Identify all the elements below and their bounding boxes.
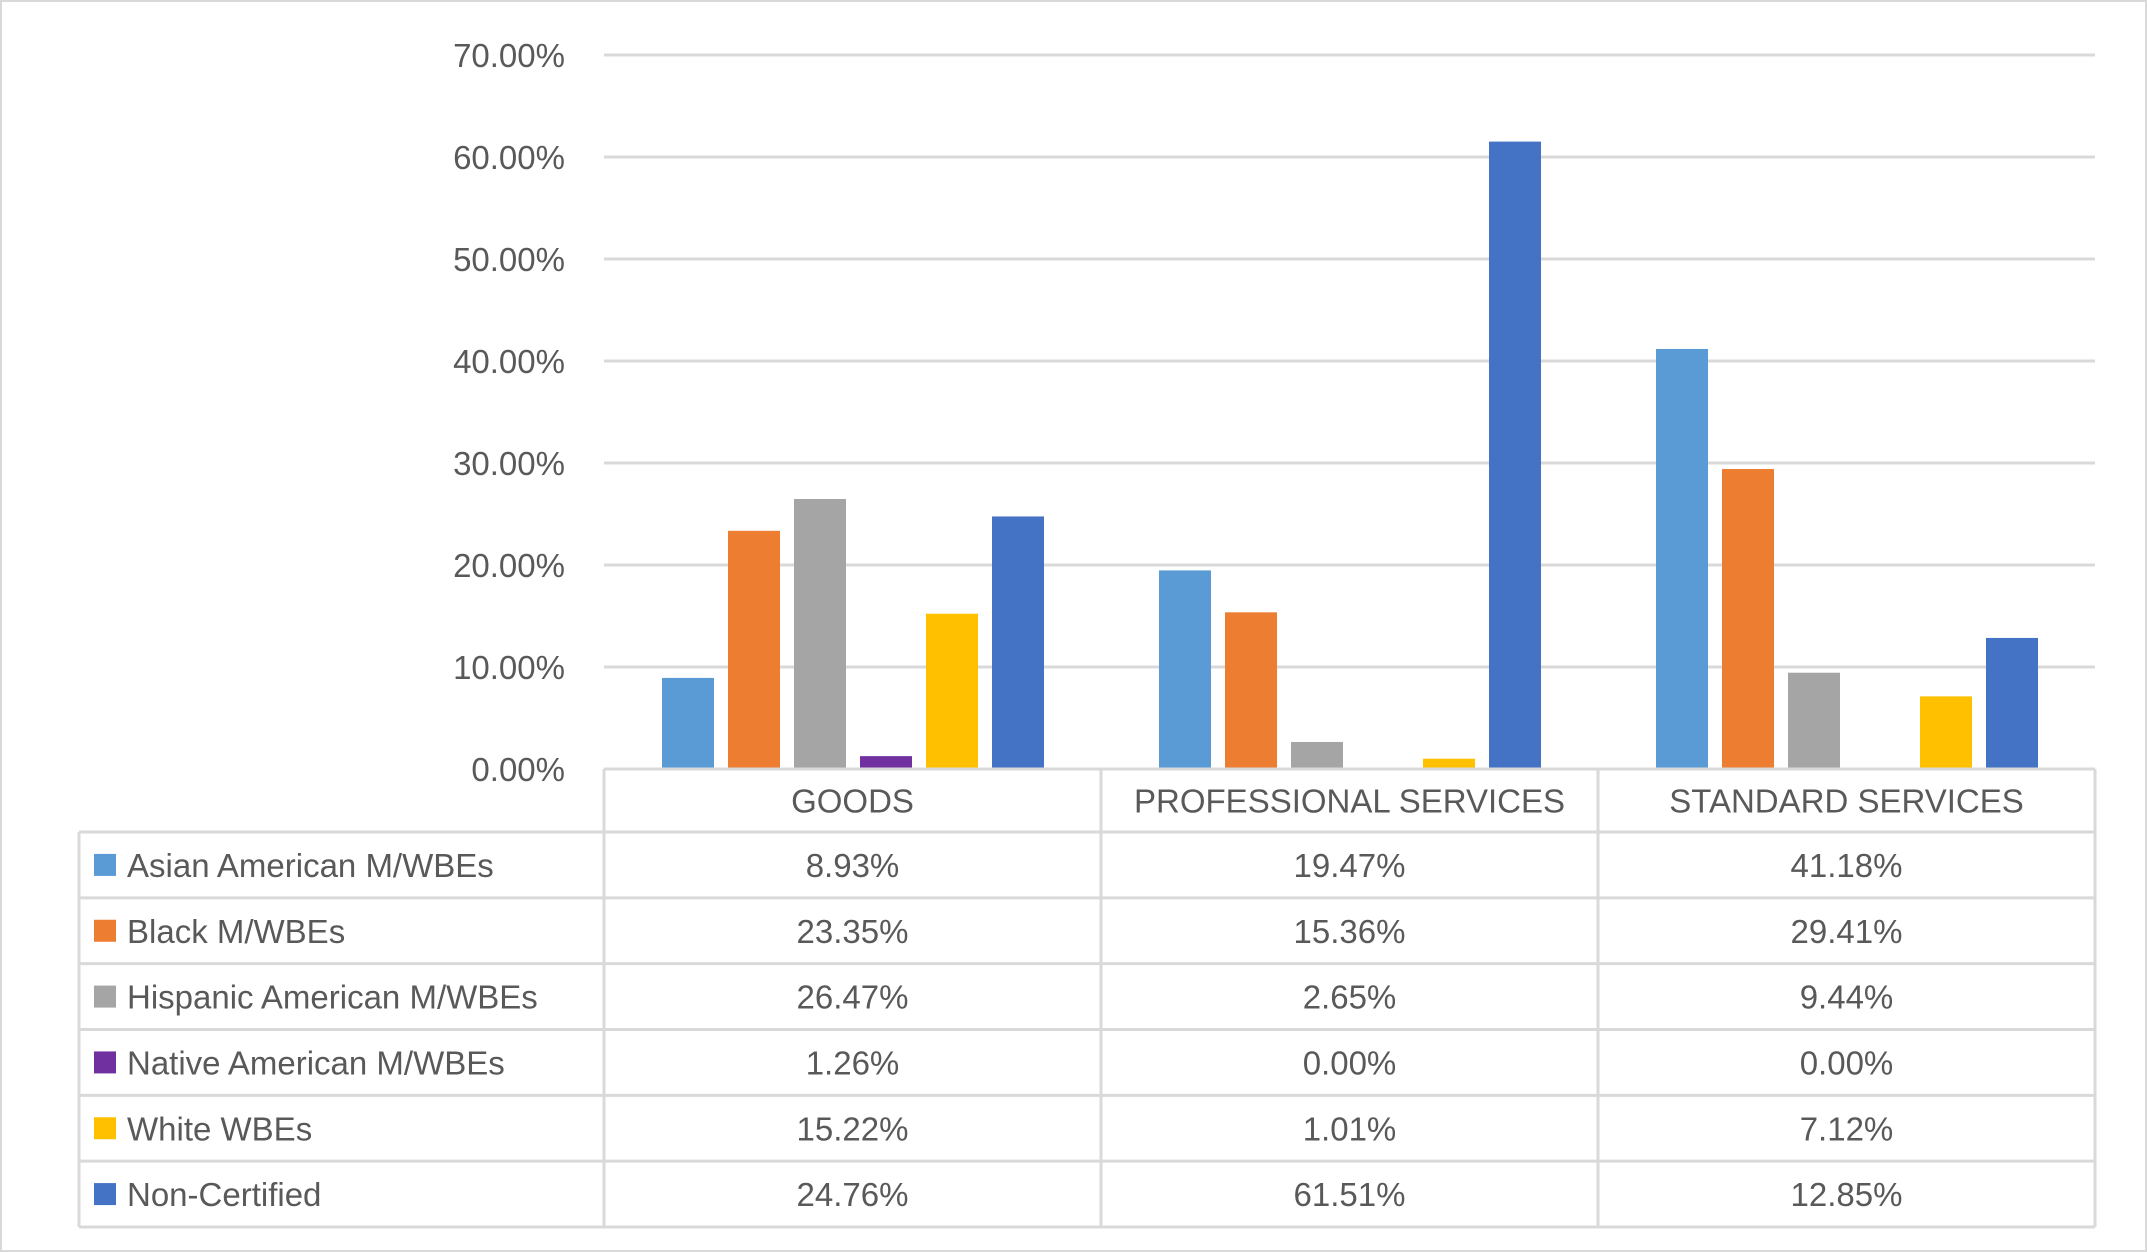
data-label: 24.76% — [797, 1176, 909, 1213]
y-tick-label: 40.00% — [453, 343, 565, 380]
data-label: 23.35% — [797, 913, 909, 950]
bar-black-m-wbes-standard-services — [1722, 469, 1774, 769]
data-label: 29.41% — [1791, 913, 1903, 950]
y-tick-label: 10.00% — [453, 649, 565, 686]
table-row: Black M/WBEs 23.35% 15.36% 29.41% — [94, 913, 1902, 950]
bar-asian-american-m-wbes-goods — [662, 677, 714, 769]
data-label: 9.44% — [1800, 979, 1894, 1016]
legend-label: Hispanic American M/WBEs — [127, 979, 538, 1016]
y-tick-label: 0.00% — [471, 751, 565, 788]
bar-black-m-wbes-goods — [728, 530, 780, 769]
gridlines — [604, 53, 2095, 669]
legend-swatch-icon — [94, 985, 116, 1008]
legend-swatch-icon — [94, 853, 116, 876]
data-label: 1.01% — [1303, 1110, 1397, 1147]
legend-label: Asian American M/WBEs — [127, 847, 494, 884]
data-label: 61.51% — [1294, 1176, 1406, 1213]
table-row: Native American M/WBEs 1.26% 0.00% 0.00% — [94, 1044, 1893, 1081]
data-table-rows: Asian American M/WBEs 8.93% 19.47% 41.18% Bl… — [94, 847, 1902, 1213]
data-label: 15.22% — [797, 1110, 909, 1147]
x-axis-category-label: GOODS — [791, 783, 914, 820]
bar-asian-american-m-wbes-standard-services — [1656, 348, 1708, 769]
data-table: GOODS PROFESSIONAL SERVICES STANDARD SERVI… — [77, 767, 2097, 1229]
y-tick-label: 50.00% — [453, 241, 565, 278]
table-row: White WBEs 15.22% 1.01% 7.12% — [94, 1110, 1893, 1147]
data-label: 1.26% — [806, 1044, 900, 1081]
data-table-header: GOODS PROFESSIONAL SERVICES STANDARD SERVI… — [791, 783, 2024, 820]
bar-hispanic-american-m-wbes-standard-services — [1788, 672, 1840, 769]
data-label: 2.65% — [1303, 979, 1397, 1016]
data-label: 15.36% — [1294, 913, 1406, 950]
bar-asian-american-m-wbes-professional-services — [1159, 570, 1211, 769]
bar-non-certified-goods — [992, 516, 1044, 769]
y-tick-label: 70.00% — [453, 37, 565, 74]
bar-black-m-wbes-professional-services — [1225, 612, 1277, 769]
legend-swatch-icon — [94, 1117, 116, 1140]
bar-white-wbes-professional-services — [1423, 758, 1475, 769]
data-label: 19.47% — [1294, 847, 1406, 884]
legend-label: Non-Certified — [127, 1176, 321, 1213]
bar-native-american-m-wbes-goods — [860, 756, 912, 769]
legend-label: Native American M/WBEs — [127, 1044, 505, 1081]
bar-white-wbes-standard-services — [1920, 696, 1972, 769]
legend-label: Black M/WBEs — [127, 913, 345, 950]
bar-non-certified-standard-services — [1986, 637, 2038, 769]
data-label: 8.93% — [806, 847, 900, 884]
x-axis-category-label: STANDARD SERVICES — [1669, 783, 2024, 820]
legend-label: White WBEs — [127, 1110, 312, 1147]
y-axis-ticks: 0.00% 10.00% 20.00% 30.00% 40.00% 50.00% 60.00… — [453, 37, 565, 788]
table-row: Non-Certified 24.76% 61.51% 12.85% — [94, 1176, 1902, 1213]
data-label: 7.12% — [1800, 1110, 1894, 1147]
bar-non-certified-professional-services — [1489, 141, 1541, 769]
table-row: Hispanic American M/WBEs 26.47% 2.65% 9.44% — [94, 979, 1893, 1016]
data-label: 12.85% — [1791, 1176, 1903, 1213]
data-label: 0.00% — [1800, 1044, 1894, 1081]
legend-swatch-icon — [94, 919, 116, 942]
bar-white-wbes-goods — [926, 613, 978, 769]
bar-hispanic-american-m-wbes-goods — [794, 499, 846, 769]
data-label: 26.47% — [797, 979, 909, 1016]
legend-swatch-icon — [94, 1183, 116, 1206]
legend-swatch-icon — [94, 1051, 116, 1074]
data-table-lines — [77, 767, 2097, 1229]
y-tick-label: 60.00% — [453, 139, 565, 176]
x-axis-category-label: PROFESSIONAL SERVICES — [1134, 783, 1565, 820]
bars — [662, 141, 2038, 769]
bar-hispanic-american-m-wbes-professional-services — [1291, 741, 1343, 769]
y-tick-label: 30.00% — [453, 445, 565, 482]
data-label: 0.00% — [1303, 1044, 1397, 1081]
data-label: 41.18% — [1791, 847, 1903, 884]
y-tick-label: 20.00% — [453, 547, 565, 584]
table-row: Asian American M/WBEs 8.93% 19.47% 41.18% — [94, 847, 1902, 884]
